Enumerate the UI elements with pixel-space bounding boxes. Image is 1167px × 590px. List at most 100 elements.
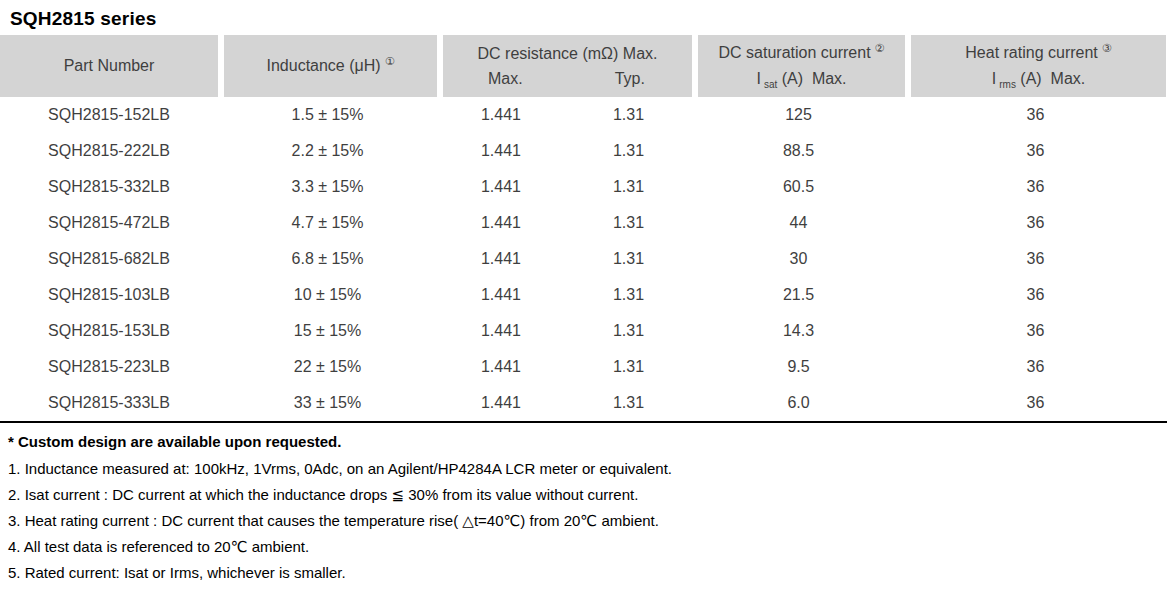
part-number-cell: SQH2815-153LB bbox=[0, 313, 218, 349]
footnote-3: 3. Heat rating current : DC current that… bbox=[8, 512, 1167, 530]
irms-cell: 36 bbox=[905, 205, 1166, 241]
inductance-text: Inductance (μH) bbox=[266, 57, 380, 74]
max-cell: 1.441 bbox=[437, 277, 565, 313]
header-dc-resistance-label: DC resistance (mΩ) Max. bbox=[443, 41, 692, 67]
header-part-number: Part Number bbox=[0, 35, 218, 97]
irms-cell: 36 bbox=[905, 349, 1166, 385]
header-irms-label: Irms (A) Max. bbox=[911, 66, 1166, 92]
max-cell: 1.441 bbox=[437, 313, 565, 349]
typ-cell: 1.31 bbox=[565, 133, 692, 169]
footnote-ref-2: ② bbox=[875, 42, 885, 54]
header-dc-saturation: DC saturation current ② Isat (A) Max. bbox=[698, 35, 905, 97]
table-row: SQH2815-472LB 4.7 ± 15% 1.441 1.31 44 36 bbox=[0, 205, 1167, 241]
isat-cell: 30 bbox=[692, 241, 905, 277]
isat-symbol: I bbox=[756, 70, 760, 87]
header-inductance-label: Inductance (μH) ① bbox=[224, 53, 437, 79]
irms-cell: 36 bbox=[905, 133, 1166, 169]
part-number-cell: SQH2815-332LB bbox=[0, 169, 218, 205]
isat-cell: 6.0 bbox=[692, 385, 905, 421]
spec-table: Part Number Inductance (μH) ① DC resistan… bbox=[0, 35, 1167, 423]
irms-symbol: I bbox=[992, 70, 996, 87]
inductance-cell: 33 ± 15% bbox=[218, 385, 437, 421]
inductance-cell: 6.8 ± 15% bbox=[218, 241, 437, 277]
typ-cell: 1.31 bbox=[565, 313, 692, 349]
isat-cell: 125 bbox=[692, 97, 905, 133]
inductance-cell: 2.2 ± 15% bbox=[218, 133, 437, 169]
part-number-cell: SQH2815-222LB bbox=[0, 133, 218, 169]
max-cell: 1.441 bbox=[437, 133, 565, 169]
isat-cell: 60.5 bbox=[692, 169, 905, 205]
table-row: SQH2815-153LB 15 ± 15% 1.441 1.31 14.3 3… bbox=[0, 313, 1167, 349]
table-row: SQH2815-222LB 2.2 ± 15% 1.441 1.31 88.5 … bbox=[0, 133, 1167, 169]
header-inductance: Inductance (μH) ① bbox=[224, 35, 437, 97]
typ-cell: 1.31 bbox=[565, 169, 692, 205]
irms-cell: 36 bbox=[905, 169, 1166, 205]
custom-design-note: * Custom design are available upon reque… bbox=[8, 433, 1167, 451]
footnote-4: 4. All test data is referenced to 20℃ am… bbox=[8, 538, 1167, 556]
table-row: SQH2815-223LB 22 ± 15% 1.441 1.31 9.5 36 bbox=[0, 349, 1167, 385]
header-typ-label: Typ. bbox=[568, 67, 693, 91]
typ-cell: 1.31 bbox=[565, 349, 692, 385]
header-dc-saturation-label: DC saturation current ② bbox=[698, 40, 905, 66]
inductance-cell: 4.7 ± 15% bbox=[218, 205, 437, 241]
header-dc-resistance: DC resistance (mΩ) Max. Max. Typ. bbox=[443, 35, 692, 97]
heat-rating-text: Heat rating current bbox=[965, 44, 1098, 61]
part-number-cell: SQH2815-472LB bbox=[0, 205, 218, 241]
irms-cell: 36 bbox=[905, 385, 1166, 421]
isat-cell: 14.3 bbox=[692, 313, 905, 349]
inductance-cell: 22 ± 15% bbox=[218, 349, 437, 385]
table-body: SQH2815-152LB 1.5 ± 15% 1.441 1.31 125 3… bbox=[0, 97, 1167, 423]
irms-cell: 36 bbox=[905, 97, 1166, 133]
isat-units: (A) Max. bbox=[782, 70, 847, 87]
table-row: SQH2815-333LB 33 ± 15% 1.441 1.31 6.0 36 bbox=[0, 385, 1167, 421]
max-cell: 1.441 bbox=[437, 205, 565, 241]
typ-cell: 1.31 bbox=[565, 241, 692, 277]
footnote-5: 5. Rated current: Isat or Irms, whicheve… bbox=[8, 564, 1167, 582]
max-cell: 1.441 bbox=[437, 169, 565, 205]
table-row: SQH2815-682LB 6.8 ± 15% 1.441 1.31 30 36 bbox=[0, 241, 1167, 277]
table-header: Part Number Inductance (μH) ① DC resistan… bbox=[0, 35, 1167, 97]
part-number-cell: SQH2815-152LB bbox=[0, 97, 218, 133]
inductance-cell: 10 ± 15% bbox=[218, 277, 437, 313]
footnotes: * Custom design are available upon reque… bbox=[0, 423, 1167, 582]
footnote-ref-1: ① bbox=[385, 55, 395, 67]
max-cell: 1.441 bbox=[437, 349, 565, 385]
max-cell: 1.441 bbox=[437, 241, 565, 277]
inductance-cell: 1.5 ± 15% bbox=[218, 97, 437, 133]
part-number-cell: SQH2815-682LB bbox=[0, 241, 218, 277]
datasheet-page: SQH2815 series Part Number Inductance (μ… bbox=[0, 0, 1167, 590]
inductance-cell: 3.3 ± 15% bbox=[218, 169, 437, 205]
typ-cell: 1.31 bbox=[565, 385, 692, 421]
max-cell: 1.441 bbox=[437, 97, 565, 133]
irms-cell: 36 bbox=[905, 241, 1166, 277]
irms-subscript: rms bbox=[999, 79, 1016, 90]
part-number-cell: SQH2815-333LB bbox=[0, 385, 218, 421]
inductance-cell: 15 ± 15% bbox=[218, 313, 437, 349]
typ-cell: 1.31 bbox=[565, 205, 692, 241]
footnote-2: 2. Isat current : DC current at which th… bbox=[8, 486, 1167, 504]
header-max-label: Max. bbox=[443, 67, 568, 91]
header-part-number-label: Part Number bbox=[0, 53, 218, 79]
isat-cell: 44 bbox=[692, 205, 905, 241]
dc-saturation-text: DC saturation current bbox=[719, 44, 871, 61]
isat-cell: 9.5 bbox=[692, 349, 905, 385]
typ-cell: 1.31 bbox=[565, 277, 692, 313]
footnote-1: 1. Inductance measured at: 100kHz, 1Vrms… bbox=[8, 460, 1167, 478]
table-row: SQH2815-103LB 10 ± 15% 1.441 1.31 21.5 3… bbox=[0, 277, 1167, 313]
typ-cell: 1.31 bbox=[565, 97, 692, 133]
irms-cell: 36 bbox=[905, 313, 1166, 349]
max-cell: 1.441 bbox=[437, 385, 565, 421]
footnote-ref-3: ③ bbox=[1102, 42, 1112, 54]
isat-subscript: sat bbox=[764, 79, 777, 90]
table-row: SQH2815-332LB 3.3 ± 15% 1.441 1.31 60.5 … bbox=[0, 169, 1167, 205]
table-row: SQH2815-152LB 1.5 ± 15% 1.441 1.31 125 3… bbox=[0, 97, 1167, 133]
irms-units: (A) Max. bbox=[1020, 70, 1085, 87]
isat-cell: 21.5 bbox=[692, 277, 905, 313]
isat-cell: 88.5 bbox=[692, 133, 905, 169]
header-dc-resistance-subrow: Max. Typ. bbox=[443, 67, 692, 91]
part-number-cell: SQH2815-223LB bbox=[0, 349, 218, 385]
header-heat-rating-label: Heat rating current ③ bbox=[911, 40, 1166, 66]
part-number-cell: SQH2815-103LB bbox=[0, 277, 218, 313]
header-isat-label: Isat (A) Max. bbox=[698, 66, 905, 92]
header-heat-rating: Heat rating current ③ Irms (A) Max. bbox=[911, 35, 1166, 97]
